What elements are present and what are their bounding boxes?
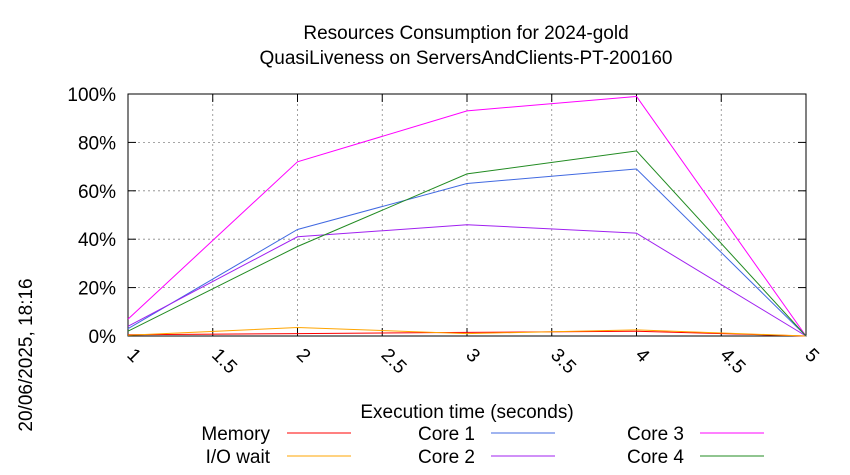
legend-label-core-4: Core 4 xyxy=(627,447,684,468)
legend-label-memory: Memory xyxy=(201,424,270,445)
chart-title-line-2: QuasiLiveness on ServersAndClients-PT-20… xyxy=(260,48,673,69)
legend-label-core-1: Core 1 xyxy=(418,424,475,445)
x-tick-label: 2.5 xyxy=(377,345,411,379)
y-tick-label: 100% xyxy=(67,85,116,106)
y-tick-label: 40% xyxy=(78,230,116,251)
y-tick-label: 20% xyxy=(78,279,116,300)
x-tick-labels: 1 1.5 2 2.5 3 3.5 4 4.5 5 xyxy=(122,345,822,379)
x-tick-label: 3.5 xyxy=(546,345,580,379)
y-tick-label: 60% xyxy=(78,182,116,203)
legend-label-core-2: Core 2 xyxy=(418,447,475,468)
x-tick-label: 4.5 xyxy=(716,345,750,379)
chart-title-line-1: Resources Consumption for 2024-gold xyxy=(303,23,628,44)
series-line-i-o-wait xyxy=(127,326,807,337)
x-tick-label: 4 xyxy=(631,345,654,368)
x-tick-label: 1.5 xyxy=(207,345,241,379)
x-tick-label: 5 xyxy=(800,345,822,367)
x-axis-label: Execution time (seconds) xyxy=(360,402,573,423)
y-tick-labels: 0% 20% 40% 60% 80% 100% xyxy=(67,85,116,348)
x-tick-label: 1 xyxy=(122,345,144,367)
x-tick-label: 2 xyxy=(292,345,314,367)
series-line-core-4 xyxy=(127,150,807,337)
y-tick-label: 0% xyxy=(89,327,117,348)
timestamp-side-label: 20/06/2025, 18:16 xyxy=(16,278,37,431)
grid xyxy=(128,94,806,336)
series-line-core-2 xyxy=(127,224,807,337)
y-tick-label: 80% xyxy=(78,133,116,154)
series-line-core-1 xyxy=(127,168,807,337)
x-tick-label: 3 xyxy=(461,345,483,367)
series-lines xyxy=(127,95,807,337)
legend-label-i-o-wait: I/O wait xyxy=(206,447,271,468)
series-line-memory xyxy=(127,330,807,337)
legend-label-core-3: Core 3 xyxy=(627,424,684,445)
series-line-core-3 xyxy=(127,95,807,337)
